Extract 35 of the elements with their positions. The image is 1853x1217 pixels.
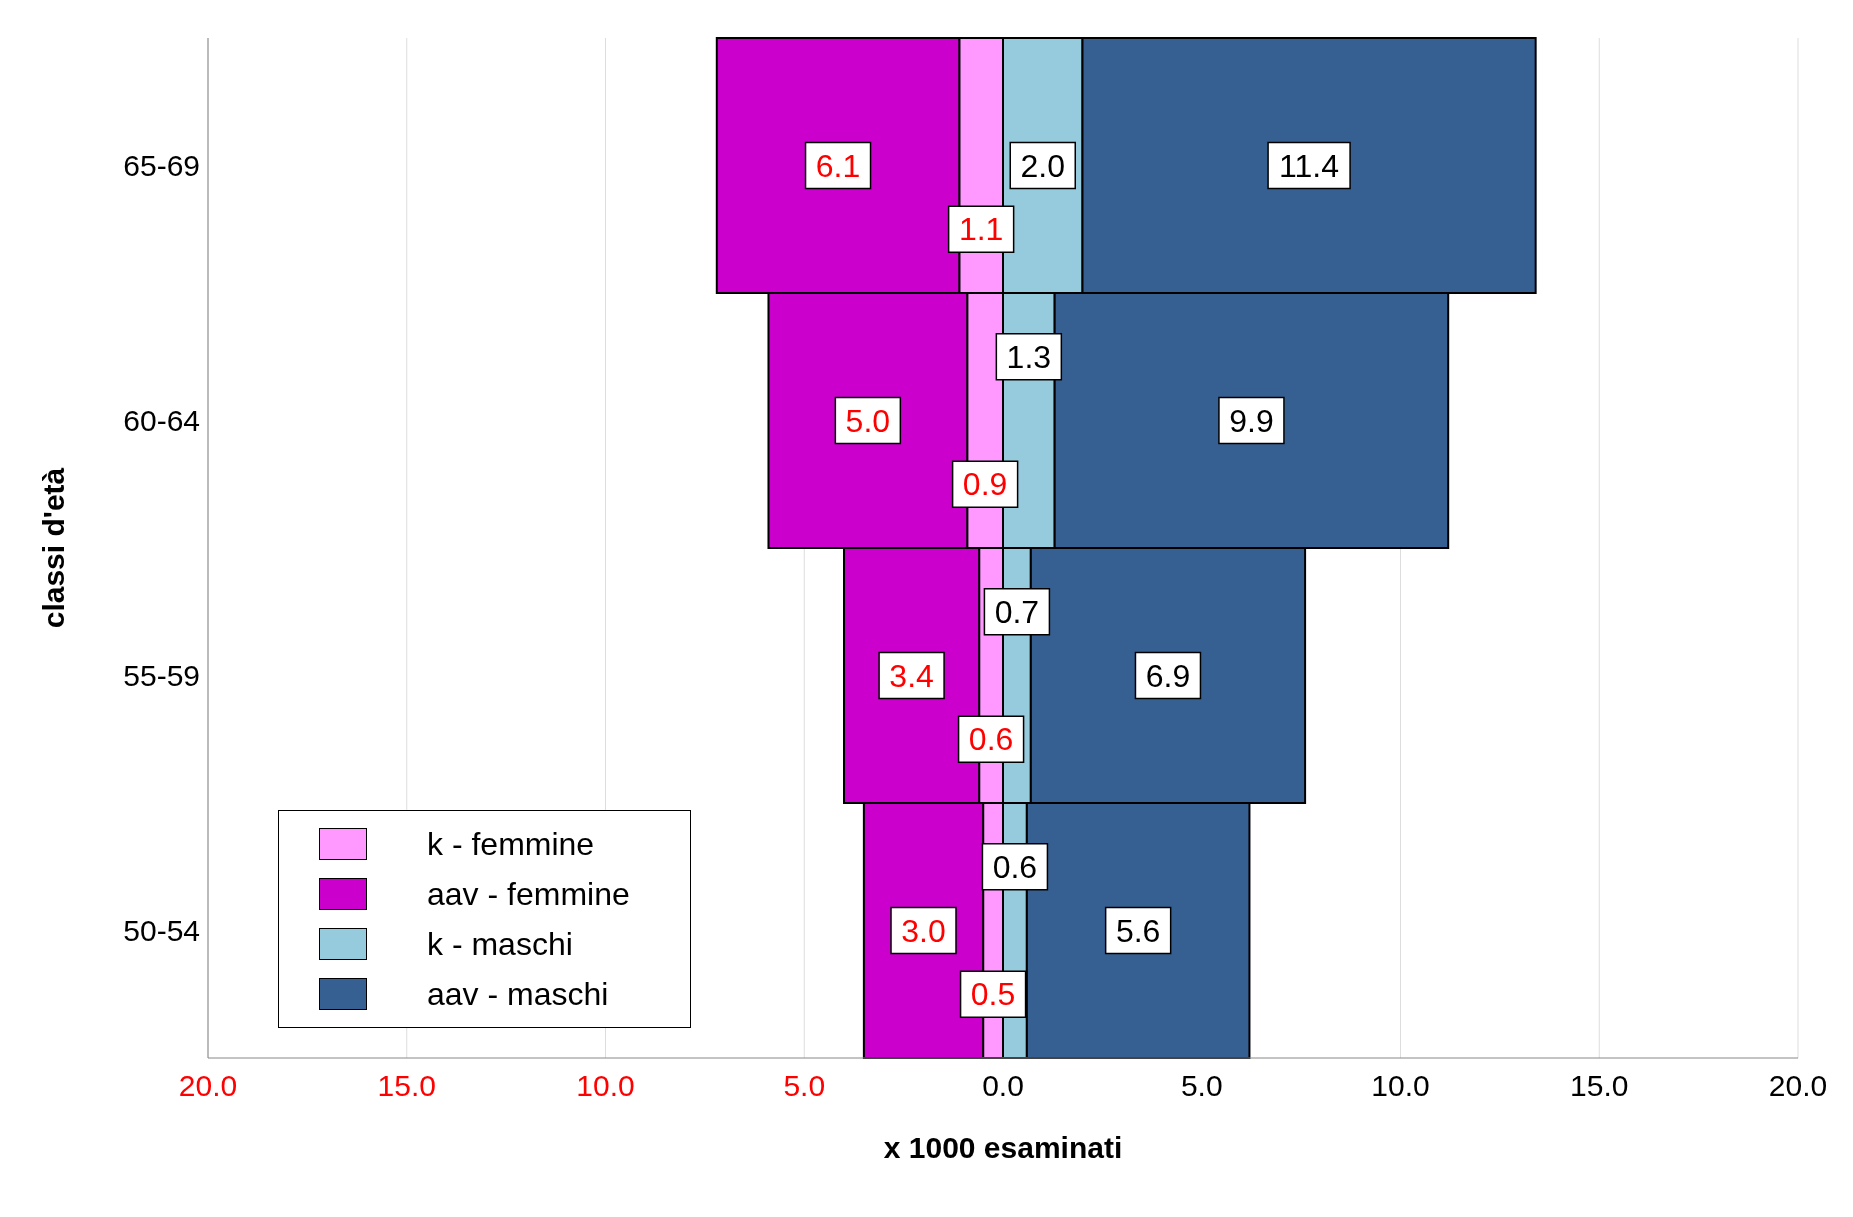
- data-label: 11.4: [1279, 147, 1340, 184]
- data-label: 6.1: [815, 147, 861, 184]
- legend-label: aav - maschi: [427, 975, 609, 1013]
- y-tick-label: 65-69: [123, 149, 200, 183]
- data-label: 6.9: [1145, 657, 1191, 694]
- x-tick-label: 15.0: [377, 1069, 436, 1102]
- y-tick-label: 60-64: [123, 404, 200, 438]
- y-tick-label: 55-59: [123, 659, 200, 693]
- x-axis-title: x 1000 esaminati: [883, 1131, 1123, 1164]
- x-tick-label: 20.0: [1768, 1069, 1828, 1102]
- data-label: 9.9: [1229, 402, 1274, 439]
- x-tick-label: 0.0: [982, 1069, 1024, 1102]
- data-label: 0.6: [992, 848, 1038, 885]
- data-label: 0.7: [994, 593, 1040, 630]
- data-label: 5.0: [845, 402, 891, 439]
- legend-label: k - femmine: [427, 825, 595, 863]
- x-tick-label: 10.0: [576, 1069, 635, 1102]
- data-label: 0.9: [962, 466, 1008, 503]
- x-tick-label: 5.0: [1180, 1069, 1223, 1102]
- x-tick-label: 20.0: [178, 1069, 238, 1102]
- data-label: 3.4: [889, 657, 934, 694]
- x-tick-label: 15.0: [1570, 1069, 1629, 1102]
- data-label: 0.5: [970, 976, 1016, 1013]
- data-label: 3.0: [901, 912, 946, 949]
- legend-label: aav - femmine: [427, 875, 630, 913]
- data-label: 5.6: [1115, 912, 1161, 949]
- legend-label: k - maschi: [427, 925, 573, 963]
- data-label: 0.6: [968, 721, 1014, 758]
- data-label: 2.0: [1020, 147, 1065, 184]
- data-label: 1.3: [1006, 338, 1052, 375]
- x-tick-label: 5.0: [783, 1069, 826, 1102]
- data-label: 1.1: [958, 211, 1004, 248]
- y-tick-label: 50-54: [123, 914, 200, 948]
- y-axis-title: classi d'età: [36, 467, 70, 629]
- x-tick-label: 10.0: [1371, 1069, 1430, 1102]
